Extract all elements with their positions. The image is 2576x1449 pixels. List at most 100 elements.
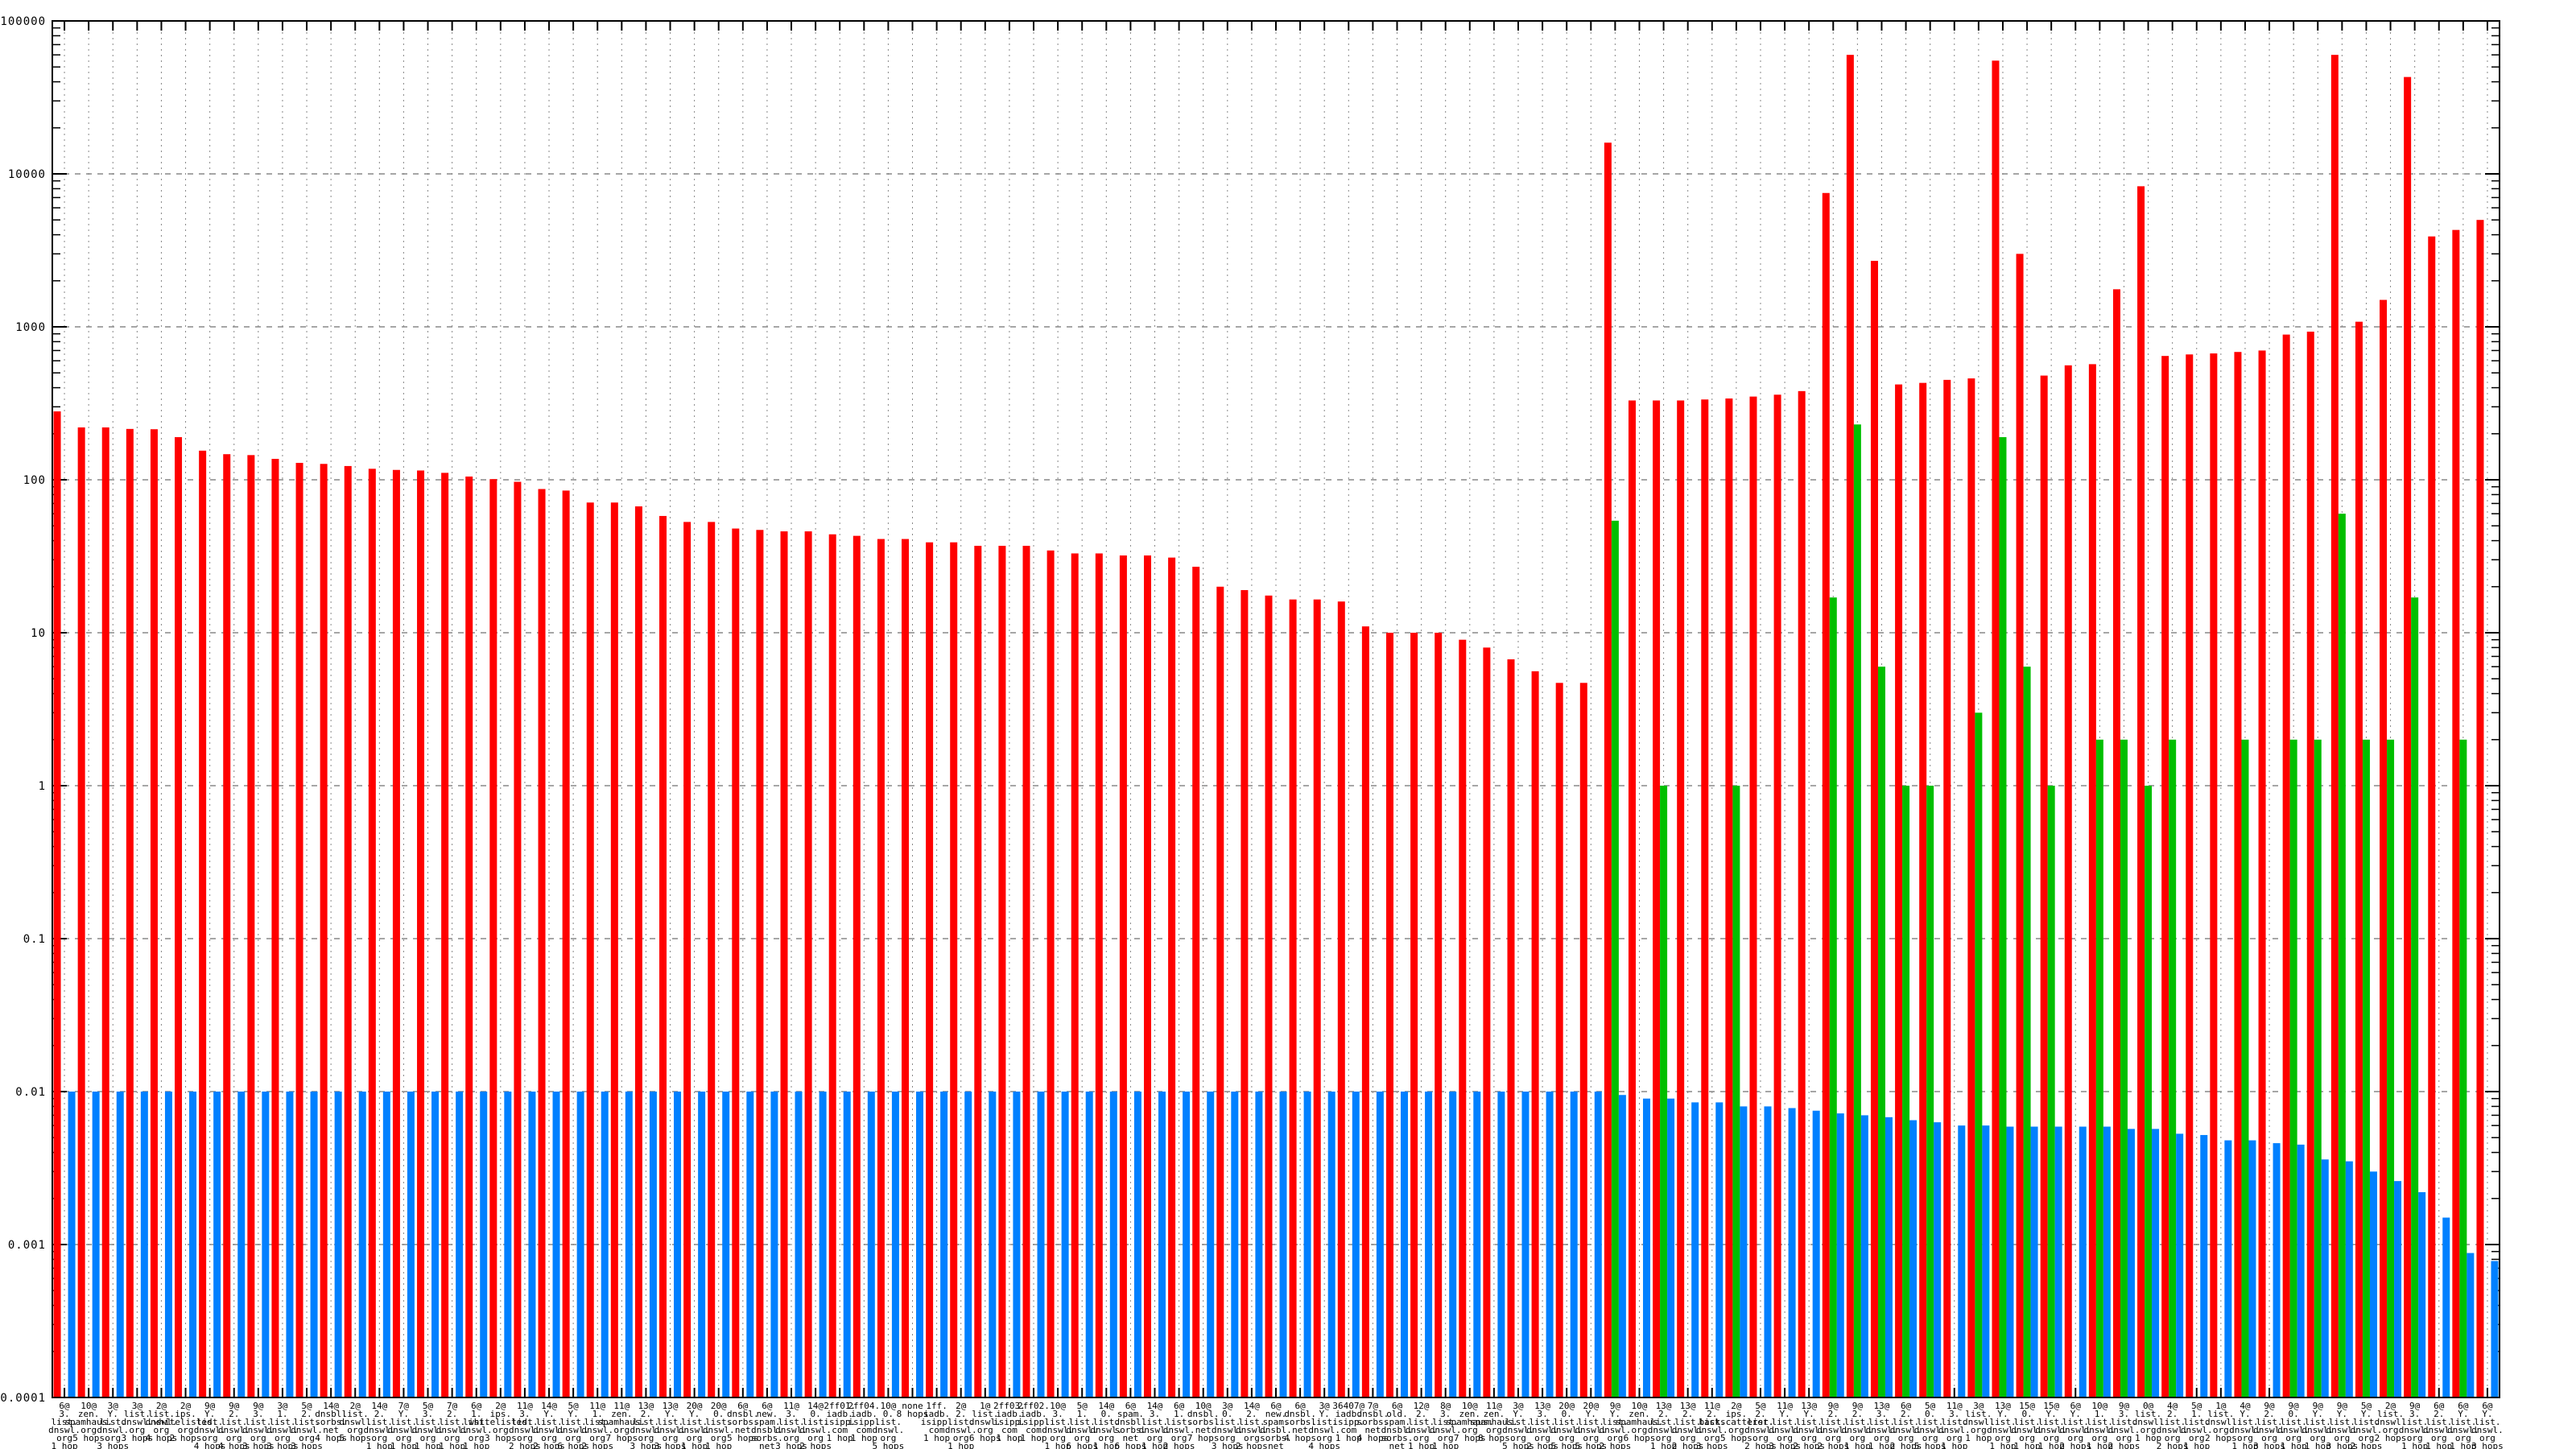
bar-score — [576, 1092, 584, 1397]
bar-score — [407, 1092, 415, 1397]
x-tick-label-line: dnswl. — [703, 1425, 735, 1435]
x-tick-label-line: list. — [293, 1417, 320, 1427]
x-tick-label-line: 2ff02. — [1018, 1401, 1050, 1411]
x-tick-label-line: dnswl. — [2351, 1425, 2383, 1435]
x-tick-label-line: 20@ — [711, 1401, 727, 1411]
bar-score — [2345, 1161, 2353, 1397]
x-tick-label-line: org — [226, 1433, 242, 1443]
x-tick-label-line: 14@ — [807, 1401, 824, 1411]
x-tick-label-line: Y. — [1997, 1409, 2008, 1419]
x-tick-label-line: 2 hops — [799, 1441, 832, 1449]
x-tick-label-line: 2. — [1416, 1409, 1426, 1419]
x-tick-label-line: dnswl. — [121, 1417, 153, 1427]
x-tick-label-line: 1 hop — [439, 1441, 465, 1449]
bar-score — [92, 1092, 100, 1397]
x-tick-label-line: list. — [2062, 1417, 2089, 1427]
x-tick-label-line: isipp. — [824, 1417, 856, 1427]
x-tick-label-line: dnswl. — [48, 1425, 80, 1435]
bar-score — [504, 1092, 512, 1397]
x-tick-label-line: isipp. — [1332, 1417, 1364, 1427]
x-tick-label-line: dnsbl. — [1357, 1409, 1389, 1419]
bar-not-spam — [683, 522, 691, 1397]
x-tick-label-line: Y. — [2458, 1409, 2468, 1419]
x-tick-label-line: iadb. — [827, 1409, 853, 1419]
x-tick-label-line: whitelisted. — [469, 1417, 532, 1427]
x-tick-label-line: dnswl. — [1090, 1425, 1122, 1435]
x-tick-label-line: sorbs. — [1357, 1417, 1389, 1427]
x-tick-label-line: org — [663, 1433, 679, 1443]
x-tick-label-line: 1 hop — [1868, 1441, 1895, 1449]
x-tick-label-line: 2@ — [1731, 1401, 1742, 1411]
bar-not-spam — [1241, 590, 1249, 1397]
bar-not-spam — [2355, 321, 2363, 1398]
x-tick-label-line: backscatterer. — [1699, 1417, 1774, 1427]
x-tick-label-line: 2 hops — [1890, 1441, 1922, 1449]
x-tick-label-line: org — [1971, 1425, 1987, 1435]
x-tick-label-line: 2 hops — [533, 1441, 565, 1449]
bar-not-spam — [1943, 379, 1951, 1397]
x-tick-label-line: 2ff04. — [848, 1401, 880, 1411]
x-tick-label-line: list. — [2377, 1409, 2404, 1419]
x-tick-label-line: org — [1583, 1433, 1599, 1443]
x-tick-label-line: list. — [657, 1417, 683, 1427]
bar-not-spam — [1095, 553, 1103, 1397]
x-tick-label-line: 10@ — [880, 1401, 896, 1411]
x-tick-label-line: 0. — [713, 1409, 724, 1419]
x-tick-label-line: org — [1510, 1433, 1526, 1443]
x-tick-label-line: org — [2431, 1433, 2447, 1443]
x-tick-label-line: 9@ — [229, 1401, 240, 1411]
x-tick-label-line: dnswl. — [1430, 1425, 1462, 1435]
bar-score — [1958, 1125, 1966, 1397]
bar-not-spam — [1361, 626, 1369, 1397]
bar-not-spam — [926, 542, 934, 1397]
x-tick-label-line: net — [1195, 1425, 1212, 1435]
bar-spam — [1902, 786, 1910, 1397]
x-tick-label-line: dnswl. — [194, 1425, 226, 1435]
x-tick-label-line: 2. — [301, 1409, 312, 1419]
x-tick-label-line: org — [469, 1433, 485, 1443]
x-tick-label-line: sorbs. — [751, 1433, 783, 1443]
x-tick-label-line: 1. — [277, 1409, 287, 1419]
x-tick-label-line: dnswl. — [679, 1425, 711, 1435]
x-tick-label-line: 2 hops — [1672, 1441, 1704, 1449]
x-tick-label-line: Y. — [1779, 1409, 1790, 1419]
y-tick-label: 1000 — [15, 321, 46, 334]
x-tick-label-line: list. — [1941, 1417, 1967, 1427]
x-tick-label-line: spamhaus. — [1470, 1417, 1518, 1427]
x-tick-label-line: list. — [51, 1417, 77, 1427]
x-tick-label-line: 0. — [810, 1409, 820, 1419]
bar-score — [649, 1092, 657, 1397]
x-tick-label-line: Y. — [2482, 1409, 2492, 1419]
x-tick-label-line: 2@ — [350, 1401, 361, 1411]
x-tick-label-line: 3. — [519, 1409, 530, 1419]
bar-score — [358, 1092, 366, 1397]
x-tick-label-line: dnswl. — [2253, 1425, 2285, 1435]
x-tick-label-line: 14@ — [371, 1401, 387, 1411]
x-tick-label-line: 2@ — [2385, 1401, 2396, 1411]
x-tick-label-line: 9@ — [1610, 1401, 1621, 1411]
x-tick-label-line: dnswl. — [1817, 1425, 1849, 1435]
x-tick-label-line: org — [2067, 1433, 2083, 1443]
x-tick-label-line: 3 hops — [2326, 1441, 2358, 1449]
bar-not-spam — [1459, 639, 1467, 1397]
bar-score — [1037, 1092, 1045, 1397]
x-tick-label-line: org — [2165, 1433, 2181, 1443]
x-tick-label-line: spamhaus. — [1616, 1417, 1664, 1427]
x-tick-label-line: 3 hops — [1212, 1441, 1244, 1449]
bar-not-spam — [2137, 186, 2145, 1398]
x-tick-label-line: org — [371, 1433, 387, 1443]
x-tick-label-line: list. — [2281, 1417, 2307, 1427]
x-tick-label-line: 2ff03. — [993, 1401, 1026, 1411]
bar-not-spam — [1773, 394, 1781, 1398]
x-tick-label-line: zen. — [1459, 1409, 1481, 1419]
bar-score — [2394, 1181, 2402, 1397]
x-tick-label-line: 3. — [423, 1409, 433, 1419]
x-tick-label-line: dnswl. — [1987, 1425, 2019, 1435]
x-tick-label-line: Y. — [543, 1409, 554, 1419]
x-tick-label-line: 1. — [471, 1409, 481, 1419]
bar-score — [1376, 1092, 1384, 1397]
bar-not-spam — [101, 427, 109, 1397]
bar-score — [2030, 1126, 2038, 1397]
y-tick-label: 100000 — [0, 15, 46, 28]
